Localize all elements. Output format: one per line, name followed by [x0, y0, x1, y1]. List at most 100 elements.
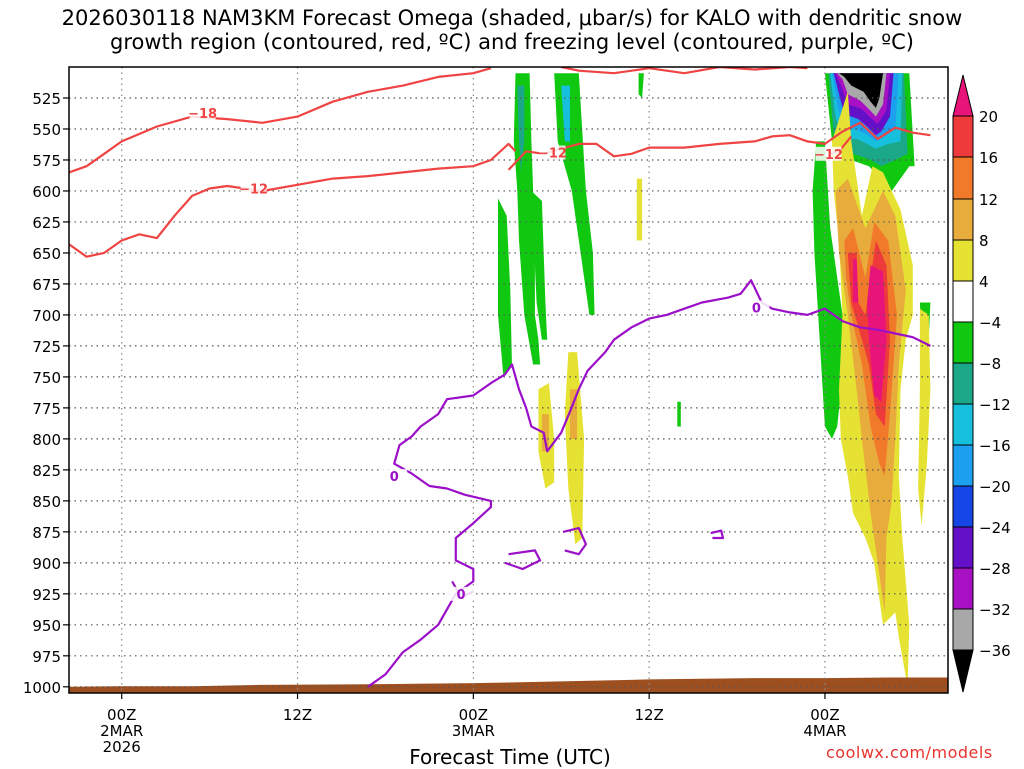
y-tick-label-800: 800 [32, 431, 61, 449]
colorbar-bin-10 [952, 485, 974, 528]
colorbar-tick-label-11: −28 [979, 560, 1011, 578]
freezing-contour-label-0: 0 [752, 301, 761, 316]
dgz-contour-label-3: −12 [814, 148, 843, 163]
omega-region-downward-small-1 [636, 178, 643, 241]
colorbar-bin-4 [952, 239, 974, 282]
omega-region-downward-band-b-core [570, 389, 578, 439]
y-tick-label-725: 725 [32, 338, 61, 356]
freezing-level-contours: 0 0 0 [367, 279, 931, 688]
colorbar-bin-9 [952, 444, 974, 487]
dendritic-growth-contours: −18 −12 −12 −12 [69, 67, 931, 258]
y-tick-label-950: 950 [32, 617, 61, 635]
x-tick-label-26-1: 3MAR [452, 722, 495, 740]
colorbar-bin-7 [952, 362, 974, 405]
omega-region-upward-small-2 [677, 401, 681, 427]
omega-region-upward-band-b [498, 198, 512, 375]
credit-link[interactable]: coolwx.com/models [826, 743, 993, 762]
x-tick-label-6-2: 2026 [103, 738, 141, 756]
dgz-contour-label-4: −12 [239, 182, 268, 197]
colorbar-tick-label-4: 4 [979, 273, 989, 291]
omega-region-upward-band-e [812, 141, 846, 439]
x-tick-label-46-1: 4MAR [803, 722, 846, 740]
y-tick-label-925: 925 [32, 586, 61, 604]
plot-border [68, 66, 949, 694]
freezing-contour-label-1: 0 [390, 470, 399, 485]
y-tick-label-975: 975 [32, 648, 61, 666]
y-tick-label-550: 550 [32, 121, 61, 139]
colorbar-tick-label-6: −8 [979, 355, 1001, 373]
colorbar-tick-label-1: 16 [979, 149, 998, 167]
dgz-contour-label-bg-3 [815, 146, 842, 161]
omega-region-downward-small-2 [853, 259, 859, 303]
freezing-contour-label-2: 0 [457, 588, 466, 603]
y-tick-label-825: 825 [32, 462, 61, 480]
dgz-contour-line-0 [69, 67, 492, 174]
dgz-contour-label-bg-2 [539, 145, 566, 160]
colorbar-bin-5 [952, 280, 974, 323]
colorbar-tick-label-3: 8 [979, 232, 989, 250]
dgz-contour-label-bg-4 [240, 181, 267, 196]
colorbar-tick-label-12: −32 [979, 601, 1011, 619]
freezing-contour-line-0 [367, 279, 931, 688]
colorbar-tick-label-8: −16 [979, 437, 1011, 455]
x-tick-label-16-0: 12Z [283, 706, 312, 724]
grid-layer [69, 67, 948, 693]
colorbar-tick-label-9: −20 [979, 478, 1011, 496]
y-tick-label-900: 900 [32, 555, 61, 573]
colorbar-tick-label-2: 12 [979, 191, 998, 209]
y-tick-label-650: 650 [32, 245, 61, 263]
omega-region-upward-band-d [554, 73, 595, 315]
chart-title-line-2: growth region (contoured, red, ºC) and f… [110, 30, 914, 54]
colorbar-bin-13 [952, 608, 974, 651]
colorbar-bin-3 [952, 198, 974, 241]
omega-region-upward-band-c [531, 191, 548, 340]
dgz-contour-line-1 [560, 67, 808, 75]
colorbar-bin-6 [952, 321, 974, 364]
omega-shading-layer [498, 73, 931, 687]
dgz-contour-label-bg-0 [189, 105, 216, 120]
freezing-contour-label-bg-2 [448, 586, 475, 601]
x-tick-label-6-0: 00Z [107, 706, 136, 724]
y-tick-label-750: 750 [32, 369, 61, 387]
colorbar: 20 16 12 8 4 −4 −8 −12 −16 −20 −24 −28 −32 −36 [952, 74, 1011, 693]
y-tick-label-850: 850 [32, 493, 61, 511]
colorbar-tick-label-7: −12 [979, 396, 1011, 414]
freezing-contour-label-bg-1 [381, 469, 408, 484]
y-tick-label-700: 700 [32, 307, 61, 325]
freezing-contour-line-4 [562, 526, 588, 556]
colorbar-bin-1 [952, 115, 974, 158]
freezing-contour-label-bg-0 [743, 300, 770, 315]
chart-title-line-1: 2026030118 NAM3KM Forecast Omega (shaded… [61, 6, 963, 30]
freezing-contour-line-3 [504, 549, 542, 571]
colorbar-bin-0 [952, 74, 974, 117]
omega-region-downward-right-edge [918, 308, 931, 526]
dgz-contour-label-0: −18 [188, 107, 217, 122]
omega-region-upward-small-1 [638, 73, 644, 98]
dgz-contour-line-4 [69, 142, 517, 258]
x-tick-label-36-0: 12Z [634, 706, 663, 724]
y-tick-label-575: 575 [32, 152, 61, 170]
y-tick-label-875: 875 [32, 524, 61, 542]
y-tick-label-1000: 1000 [23, 679, 61, 697]
terrain-layer [69, 677, 948, 693]
y-tick-label-600: 600 [32, 183, 61, 201]
x-tick-label-26-0: 00Z [459, 706, 488, 724]
colorbar-bin-8 [952, 403, 974, 446]
colorbar-bin-14 [952, 649, 974, 693]
colorbar-bin-11 [952, 526, 974, 569]
y-axis: 525 550 575 600 625 650 675 700 725 750 775 800 825 8… [23, 90, 69, 697]
omega-region-upward-top-black [839, 73, 883, 108]
colorbar-bin-12 [952, 567, 974, 610]
x-axis-label: Forecast Time (UTC) [409, 745, 611, 769]
colorbar-tick-label-13: −36 [979, 642, 1011, 660]
omega-region-downward-main-pink [867, 265, 887, 402]
x-tick-label-46-0: 00Z [810, 706, 839, 724]
y-tick-label-775: 775 [32, 400, 61, 418]
omega-region-downward-band-a-core [541, 414, 549, 452]
colorbar-tick-label-5: −4 [979, 314, 1001, 332]
dgz-contour-label-2: −12 [538, 147, 567, 162]
colorbar-bin-2 [952, 156, 974, 200]
colorbar-tick-label-10: −24 [979, 519, 1011, 537]
